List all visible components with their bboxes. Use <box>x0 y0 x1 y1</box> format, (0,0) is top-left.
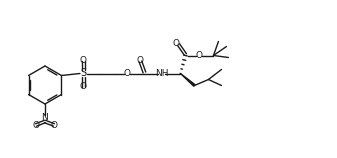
Polygon shape <box>180 73 195 86</box>
Text: O: O <box>51 122 58 131</box>
Text: O: O <box>173 39 180 48</box>
Text: S: S <box>81 69 87 79</box>
Text: O: O <box>137 56 144 65</box>
Text: O: O <box>196 51 203 60</box>
Text: O: O <box>32 122 39 131</box>
Text: O: O <box>80 82 87 91</box>
Text: O: O <box>124 69 131 78</box>
Text: N: N <box>42 113 49 122</box>
Text: NH: NH <box>155 69 168 78</box>
Text: O: O <box>80 56 87 65</box>
